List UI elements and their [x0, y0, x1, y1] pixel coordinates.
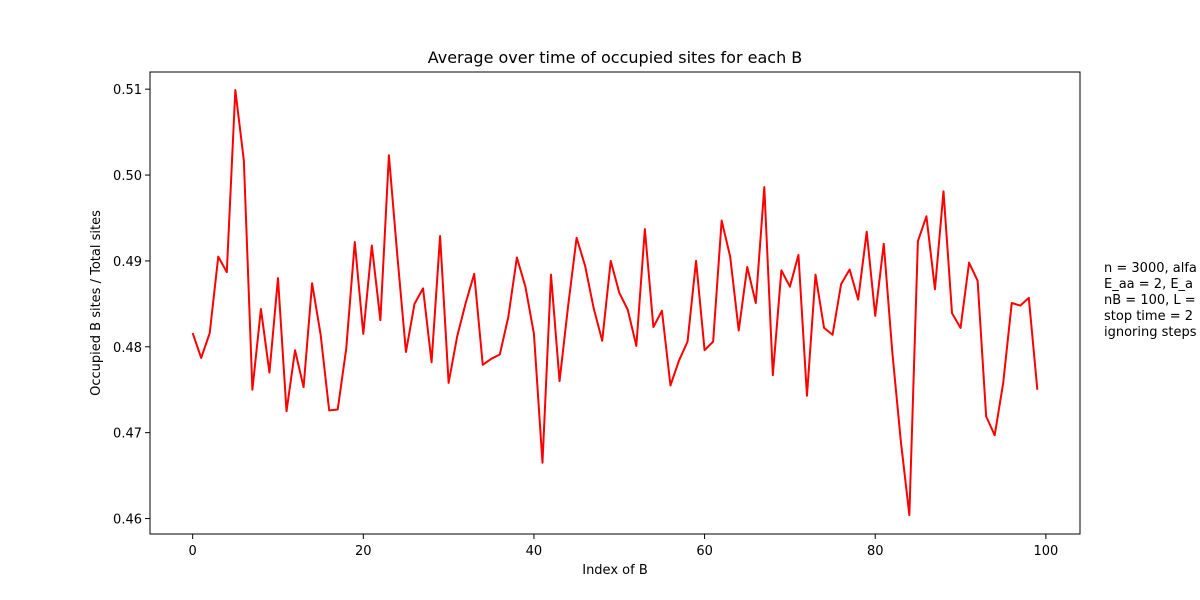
annotation-line: ignoring steps — [1104, 325, 1197, 340]
x-tick-label: 80 — [867, 544, 884, 559]
plot-frame — [149, 71, 1081, 535]
x-tick-label: 0 — [189, 544, 197, 559]
x-axis: 0 20 40 60 80 100 — [189, 534, 1058, 559]
y-tick-label: 0.51 — [113, 83, 142, 98]
annotation-line: n = 3000, alfa — [1104, 261, 1197, 276]
y-axis-label: Occupied B sites / Total sites — [89, 210, 104, 396]
y-tick-label: 0.49 — [113, 255, 142, 270]
x-tick-label: 100 — [1033, 544, 1058, 559]
annotation-line: E_aa = 2, E_a — [1104, 277, 1193, 292]
y-tick-label: 0.50 — [113, 169, 142, 184]
y-axis: 0.46 0.47 0.48 0.49 0.50 0.51 — [113, 83, 150, 528]
annotation-line: nB = 100, L = — [1104, 293, 1196, 308]
x-axis-label: Index of B — [582, 563, 648, 578]
y-tick-label: 0.48 — [113, 341, 142, 356]
x-tick-label: 40 — [526, 544, 543, 559]
y-tick-label: 0.47 — [113, 427, 142, 442]
parameter-annotation: n = 3000, alfa E_aa = 2, E_a nB = 100, L… — [1104, 261, 1197, 340]
annotation-line: stop time = 2 — [1104, 309, 1193, 324]
plot-area — [149, 71, 1081, 535]
series-line — [191, 89, 1039, 517]
chart-title: Average over time of occupied sites for … — [428, 48, 803, 67]
y-tick-label: 0.46 — [113, 513, 142, 528]
x-tick-label: 20 — [355, 544, 372, 559]
x-tick-label: 60 — [696, 544, 713, 559]
